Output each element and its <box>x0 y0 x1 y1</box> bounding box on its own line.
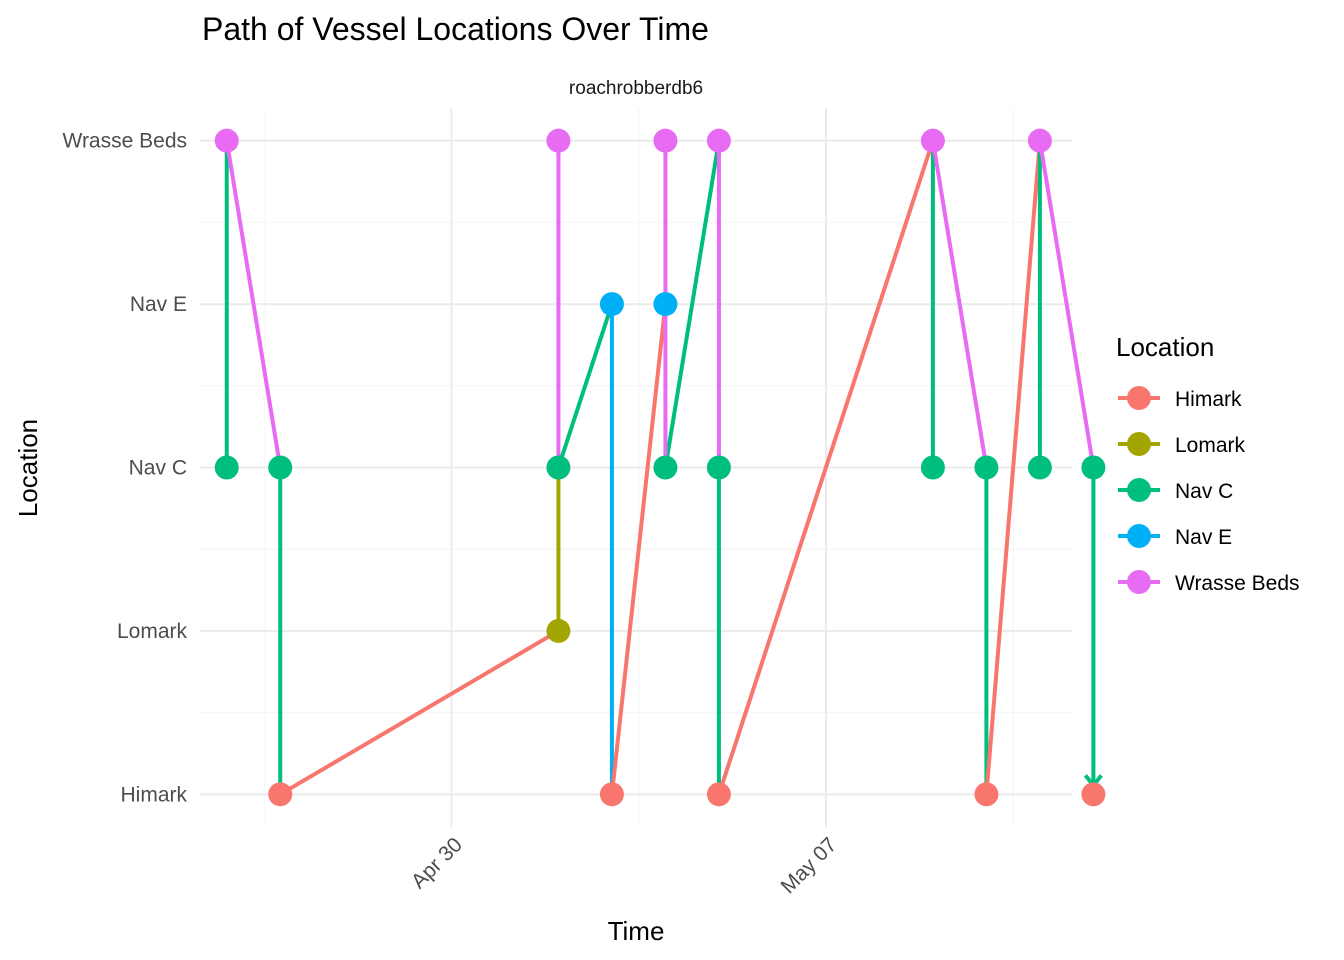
legend-label: Nav E <box>1175 526 1232 549</box>
path-segment <box>224 140 283 468</box>
y-tick-label: Nav C <box>129 457 187 480</box>
y-tick-label: Wrasse Beds <box>63 130 188 153</box>
data-point <box>706 782 731 807</box>
data-point <box>268 782 293 807</box>
data-point <box>1081 782 1106 807</box>
data-point <box>653 292 678 317</box>
path-segment <box>556 303 614 469</box>
data-point <box>706 455 731 480</box>
path-segment <box>663 140 721 468</box>
legend-label: Nav C <box>1175 480 1233 503</box>
data-point <box>546 618 571 643</box>
data-point <box>974 455 999 480</box>
data-point <box>920 128 945 153</box>
data-point <box>1027 128 1052 153</box>
legend-key-point <box>1127 524 1151 548</box>
y-tick-label: Himark <box>121 783 188 806</box>
data-point <box>920 455 945 480</box>
y-tick-label: Lomark <box>117 620 188 643</box>
path-segment <box>717 140 935 795</box>
facet-label: roachrobberdb6 <box>569 78 703 99</box>
data-point <box>1027 455 1052 480</box>
path-segment <box>1037 140 1096 468</box>
legend-key-point <box>1127 478 1151 502</box>
y-axis-ticks: Himark Lomark Nav C Nav E Wrasse Beds <box>63 130 188 807</box>
legend-key-point <box>1127 386 1151 410</box>
path-segments <box>224 140 1103 797</box>
data-points <box>214 128 1106 807</box>
data-point <box>599 782 624 807</box>
path-segment <box>984 140 1042 795</box>
x-tick-label: May 07 <box>776 833 841 898</box>
legend-key-point <box>1127 570 1151 594</box>
x-axis-title: Time <box>608 916 665 946</box>
data-point <box>214 128 239 153</box>
y-axis-title: Location <box>13 419 43 517</box>
data-point <box>599 292 624 317</box>
data-point <box>1081 455 1106 480</box>
legend-key-point <box>1127 432 1151 456</box>
data-point <box>546 128 571 153</box>
legend-label: Himark <box>1175 388 1242 411</box>
path-segment <box>930 140 989 468</box>
legend: Location Himark Lomark Nav C Nav E Wrasse Be… <box>1116 332 1300 595</box>
data-point <box>214 455 239 480</box>
legend-title: Location <box>1116 332 1214 362</box>
data-point <box>653 128 678 153</box>
legend-label: Lomark <box>1175 434 1246 457</box>
data-point <box>974 782 999 807</box>
legend-label: Wrasse Beds <box>1175 572 1300 595</box>
data-point <box>546 455 571 480</box>
y-tick-label: Nav E <box>130 293 187 316</box>
path-segment <box>279 629 560 797</box>
data-point <box>268 455 293 480</box>
x-tick-label: Apr 30 <box>407 833 467 893</box>
data-point <box>706 128 731 153</box>
path-segment <box>609 303 668 795</box>
x-axis-ticks: Apr 30 May 07 <box>407 833 841 898</box>
data-point <box>653 455 678 480</box>
chart-title: Path of Vessel Locations Over Time <box>202 11 709 47</box>
